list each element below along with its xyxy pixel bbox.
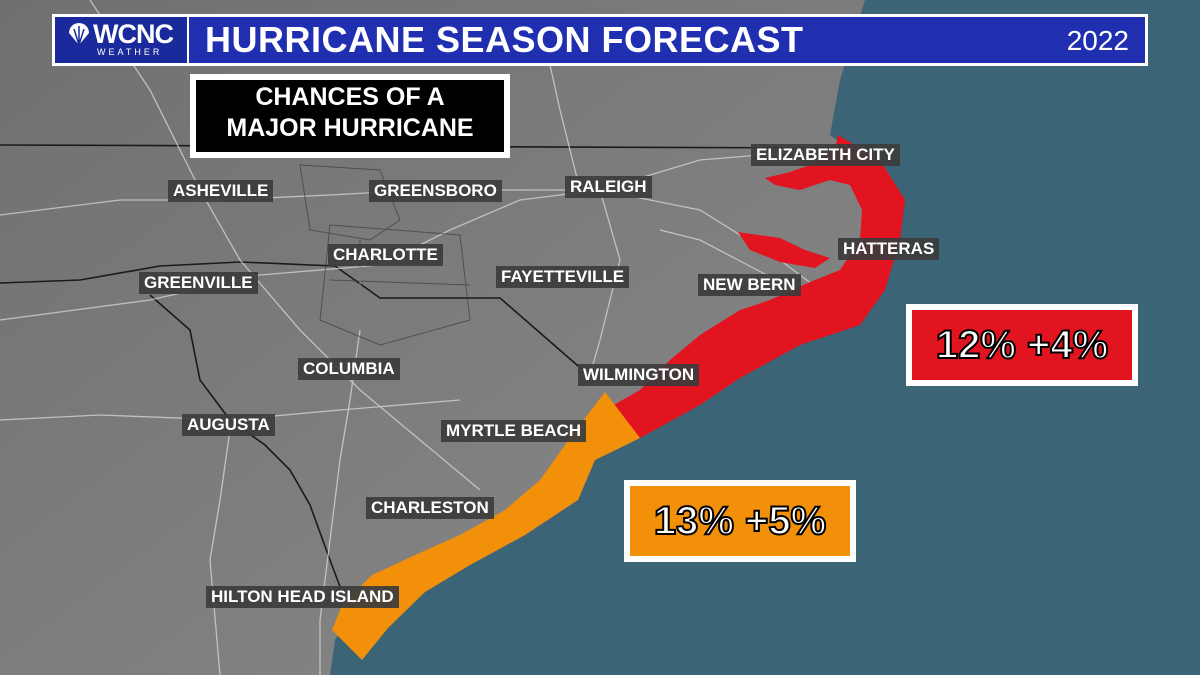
logo-subtext: WEATHER bbox=[97, 47, 163, 57]
city-label-new-bern: NEW BERN bbox=[698, 274, 801, 296]
city-label-asheville: ASHEVILLE bbox=[168, 180, 274, 202]
city-label-charlotte: CHARLOTTE bbox=[328, 244, 443, 266]
land-mass bbox=[0, 0, 900, 675]
city-label-wilmington: WILMINGTON bbox=[578, 364, 700, 386]
city-label-charleston: CHARLESTON bbox=[366, 497, 494, 519]
city-label-hatteras: HATTERAS bbox=[838, 238, 940, 260]
logo-text: WCNC bbox=[93, 19, 174, 49]
subtitle-box: CHANCES OF A MAJOR HURRICANE bbox=[190, 74, 510, 158]
subtitle-line-1: CHANCES OF A bbox=[255, 83, 445, 111]
city-label-hilton-head-island: HILTON HEAD ISLAND bbox=[206, 586, 399, 608]
city-label-raleigh: RALEIGH bbox=[565, 176, 652, 198]
station-logo: WCNC WEATHER bbox=[55, 17, 189, 63]
city-label-fayetteville: FAYETTEVILLE bbox=[496, 266, 630, 288]
sc-risk-zone bbox=[332, 392, 640, 660]
pamlico-sound-inlet bbox=[738, 232, 830, 268]
nc-probability-box: 12% +4% bbox=[906, 304, 1138, 386]
header-bar: WCNC WEATHER HURRICANE SEASON FORECAST 2… bbox=[52, 14, 1148, 66]
city-label-columbia: COLUMBIA bbox=[298, 358, 400, 380]
nc-probability-label: 12% +4% bbox=[912, 310, 1132, 380]
sc-probability-label: 13% +5% bbox=[630, 486, 850, 556]
city-label-greensboro: GREENSBORO bbox=[369, 180, 502, 202]
sc-probability-box: 13% +5% bbox=[624, 480, 856, 562]
peacock-icon bbox=[69, 23, 89, 46]
nc-risk-zone bbox=[605, 135, 905, 438]
subtitle-line-2: MAJOR HURRICANE bbox=[226, 114, 474, 142]
city-label-elizabeth-city: ELIZABETH CITY bbox=[751, 144, 900, 166]
city-label-greenville: GREENVILLE bbox=[139, 272, 258, 294]
city-label-augusta: AUGUSTA bbox=[182, 414, 275, 436]
city-label-myrtle-beach: MYRTLE BEACH bbox=[441, 420, 587, 442]
forecast-year: 2022 bbox=[1066, 25, 1129, 56]
page-title: HURRICANE SEASON FORECAST bbox=[205, 19, 804, 60]
